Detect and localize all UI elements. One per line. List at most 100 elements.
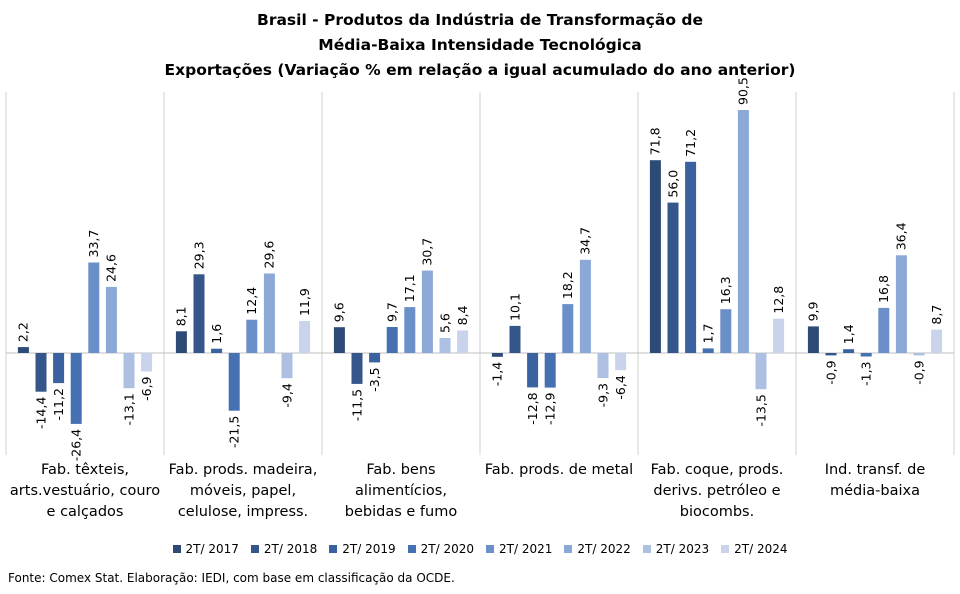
data-label: 36,4: [894, 222, 909, 250]
data-label: 17,1: [402, 274, 417, 302]
category-label-line: média-baixa: [830, 483, 920, 499]
category-label-line: derivs. petróleo e: [653, 483, 781, 499]
data-label: 90,5: [736, 77, 751, 105]
chart-legend: 2T/ 2017 2T/ 2018 2T/ 2019 2T/ 2020 2T/ 2021…: [0, 542, 960, 556]
bar: [597, 353, 609, 378]
legend-swatch: [564, 545, 573, 553]
legend-item: 2T/ 2023: [642, 542, 710, 556]
bar: [246, 319, 258, 353]
bar: [421, 270, 433, 353]
legend-item: 2T/ 2019: [329, 542, 396, 556]
category-label-line: Fab. prods. de metal: [484, 462, 634, 478]
data-label: 1,4: [841, 324, 856, 344]
bar: [509, 325, 521, 353]
bar: [807, 326, 819, 353]
data-label: -3,5: [367, 367, 382, 391]
data-label: 9,6: [332, 302, 347, 322]
data-label: 16,3: [718, 276, 733, 304]
data-label: 8,7: [929, 305, 944, 325]
bar: [386, 327, 398, 353]
data-label: 9,7: [385, 302, 400, 322]
bar: [685, 161, 697, 353]
category-label: Fab. prods. de metal: [480, 460, 638, 481]
data-label: 8,1: [174, 306, 189, 326]
bar: [527, 353, 539, 388]
data-label: -0,9: [911, 360, 926, 384]
category-label-line: arts.vestuário, couro: [9, 483, 161, 499]
bar: [17, 347, 29, 353]
bar: [105, 286, 117, 353]
legend-item: 2T/ 2022: [564, 542, 631, 556]
bar: [88, 262, 100, 353]
legend-item: 2T/ 2017: [172, 542, 239, 556]
legend-label: 2T/ 2023: [655, 542, 710, 556]
data-label: 1,7: [701, 324, 716, 344]
data-label: 5,6: [437, 313, 452, 333]
bar: [351, 353, 363, 384]
data-label: 1,6: [209, 324, 224, 344]
category-label: Fab. têxteis, arts.vestuário, couro e calç…: [6, 460, 164, 523]
bar: [913, 353, 925, 356]
legend-swatch: [407, 545, 416, 553]
category-label-line: bebidas e fumo: [344, 504, 458, 520]
category-label-line: e calçados: [46, 504, 124, 520]
data-label: -13,5: [753, 394, 768, 426]
bar: [667, 202, 679, 353]
title-line-1: Brasil - Produtos da Indústria de Transf…: [257, 11, 703, 29]
data-label: -9,3: [595, 383, 610, 407]
data-label: -12,8: [525, 392, 540, 424]
legend-swatch: [172, 545, 181, 553]
bar: [649, 160, 661, 353]
category-label: Fab. prods. madeira, móveis, papel, celulo…: [164, 460, 322, 523]
bar: [737, 110, 749, 353]
bar: [878, 307, 890, 353]
bar: [843, 349, 855, 353]
legend-swatch: [642, 545, 651, 553]
data-label: 11,9: [297, 288, 312, 316]
data-label: 12,8: [771, 286, 786, 314]
bar: [895, 255, 907, 353]
data-label: -11,2: [51, 388, 66, 420]
data-label: 12,4: [244, 287, 259, 315]
legend-label: 2T/ 2024: [734, 542, 788, 556]
category-label-line: Fab. prods. madeira,: [168, 462, 318, 478]
bar: [860, 353, 872, 357]
data-label: -12,9: [543, 393, 558, 425]
data-label: 29,6: [262, 241, 277, 269]
data-label: 18,2: [560, 271, 575, 299]
data-label: 34,7: [578, 227, 593, 255]
bar: [544, 353, 556, 388]
data-label: 2,2: [16, 322, 31, 342]
bar: [193, 274, 205, 353]
legend-label: 2T/ 2021: [499, 542, 553, 556]
data-label: -9,4: [279, 383, 294, 407]
bar: [35, 353, 47, 392]
bar: [53, 353, 65, 384]
data-label: -0,9: [823, 360, 838, 384]
bar: [439, 338, 451, 353]
bar: [773, 318, 785, 353]
legend-swatch: [486, 545, 494, 553]
legend-label: 2T/ 2018: [263, 542, 318, 556]
legend-label: 2T/ 2022: [577, 542, 631, 556]
category-label-line: Fab. coque, prods.: [650, 462, 784, 478]
data-label: -6,4: [613, 375, 628, 399]
bar: [369, 353, 381, 363]
data-label: -1,3: [859, 362, 874, 386]
legend-item: 2T/ 2020: [407, 542, 474, 556]
legend-label: 2T/ 2019: [342, 542, 396, 556]
bar: [333, 327, 345, 353]
data-label: 9,9: [806, 301, 821, 321]
category-label-line: Ind. transf. de: [824, 462, 926, 478]
data-label: -1,4: [490, 362, 505, 386]
category-label: Fab. bens alimentícios, bebidas e fumo: [322, 460, 480, 523]
bar: [457, 330, 469, 353]
category-label-line: biocombs.: [679, 504, 755, 520]
bar: [404, 307, 416, 353]
legend-swatch: [721, 545, 730, 553]
bar: [299, 321, 311, 353]
category-label-line: móveis, papel,: [189, 483, 297, 499]
data-label: 8,4: [455, 305, 470, 325]
chart-title: Brasil - Produtos da Indústria de Transf…: [0, 8, 960, 83]
